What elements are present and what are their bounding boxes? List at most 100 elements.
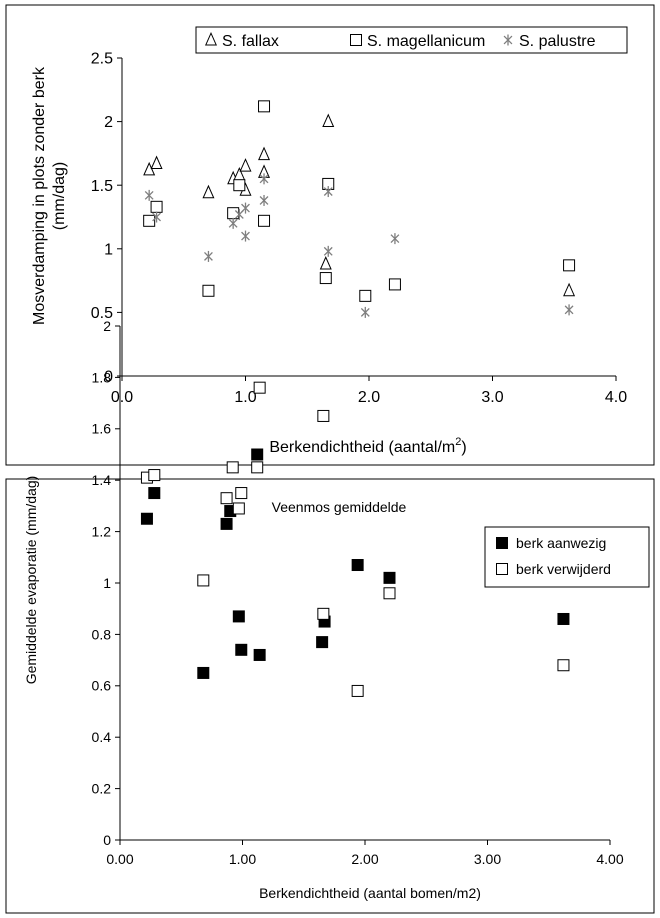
chart1-y-tick-label: 1.5 — [91, 178, 113, 195]
chart1-point-s-fallax — [319, 256, 332, 270]
chart2-y-axis-label: Gemiddelde evaporatie (mm/dag) — [23, 476, 39, 685]
chart2-point-berk-aanwezig — [316, 636, 329, 649]
chart1-point-s-fallax — [563, 282, 576, 297]
chart-average-evaporation: Veenmos gemiddelde 0 0.2 0.4 0.6 0.8 1 1.2 1.4 1… — [5, 318, 655, 914]
chart1-x-axis-label-main: Berkendichtheid (aantal/m — [269, 439, 455, 456]
chart2-y-tick-label: 1.6 — [92, 421, 112, 437]
chart1-ticks: 0 0.5 1 1.5 2 2.5 0.0 1.0 2.0 3.0 4.0 — [91, 51, 627, 406]
chart2-point-berk-aanwezig — [197, 666, 210, 679]
chart2-point-berk-verwijderd — [253, 381, 266, 394]
chart2-point-berk-verwijderd — [317, 409, 330, 422]
chart2-legend-marker-berk-aanwezig — [496, 537, 508, 549]
chart1-point-s-magellanicum — [388, 278, 401, 291]
chart2-x-tick-label: 0.00 — [106, 851, 133, 867]
chart1-legend-marker-s-fallax — [205, 31, 217, 46]
chart1-point-s-palustre — [241, 202, 250, 214]
chart2-x-tick-label: 3.00 — [474, 851, 501, 867]
chart2-x-tick-label: 2.00 — [351, 851, 378, 867]
chart2-y-tick-label: 0.4 — [92, 729, 112, 745]
chart2-point-berk-verwijderd — [197, 574, 210, 587]
chart1-point-s-magellanicum — [258, 214, 271, 227]
chart1-y-tick-label: 2.5 — [91, 51, 113, 68]
chart1-point-s-magellanicum — [258, 100, 271, 113]
chart1-point-s-palustre — [259, 194, 269, 206]
chart2-title: Veenmos gemiddelde — [272, 499, 407, 515]
chart1-point-s-palustre — [144, 189, 154, 201]
chart1-x-tick-label: 1.0 — [234, 389, 256, 406]
chart1-point-s-palustre — [564, 304, 574, 316]
chart2-y-tick-label: 0 — [103, 832, 111, 848]
chart1-point-s-magellanicum — [319, 272, 332, 285]
chart1-legend-box — [195, 26, 628, 54]
chart-moss-evaporation: 0 0.5 1 1.5 2 2.5 0.0 1.0 2.0 3.0 4.0 Mosverdampin… — [5, 4, 655, 466]
chart1-legend-marker-s-magellanicum — [350, 34, 362, 46]
chart1-x-tick-label: 3.0 — [481, 389, 503, 406]
chart2-points — [140, 381, 570, 697]
chart1-point-s-fallax — [239, 158, 252, 172]
chart1-point-s-palustre — [241, 230, 250, 242]
chart1-x-axis-label: Berkendichtheid (aantal/m2) — [269, 436, 466, 456]
chart2-point-berk-aanwezig — [235, 643, 248, 656]
chart1-y-tick-label: 0.5 — [91, 305, 113, 322]
chart2-point-berk-verwijderd — [235, 487, 248, 500]
chart1-point-s-magellanicum — [563, 259, 576, 272]
chart2-point-berk-verwijderd — [148, 469, 161, 482]
chart2-legend: berk aanwezig berk verwijderd — [484, 526, 650, 588]
chart1-points — [143, 100, 576, 318]
chart1-legend-label-s-palustre: S. palustre — [519, 33, 596, 50]
chart1-point-s-palustre — [204, 250, 213, 262]
chart1-y-tick-label: 2 — [104, 114, 113, 131]
chart1-point-s-magellanicum — [202, 284, 215, 297]
chart2-ticks: 00.20.40.60.811.21.41.61.820.00 1.00 2.00 3… — [92, 318, 624, 867]
chart2-point-berk-verwijderd — [220, 492, 233, 505]
chart1-point-s-palustre — [323, 245, 333, 257]
chart2-point-berk-aanwezig — [383, 571, 396, 584]
chart2-y-tick-label: 1 — [103, 575, 111, 591]
chart2-point-berk-aanwezig — [253, 648, 266, 661]
chart1-y-axis-label-line2: (mm/dag) — [51, 162, 68, 230]
chart1-point-s-palustre — [152, 211, 161, 223]
chart2-point-berk-aanwezig — [557, 612, 570, 625]
chart1-x-tick-label: 2.0 — [358, 389, 380, 406]
chart1-point-s-fallax — [150, 155, 163, 170]
chart2-point-berk-aanwezig — [351, 559, 364, 572]
chart2-legend-label-berk-aanwezig: berk aanwezig — [516, 535, 606, 551]
chart2-point-berk-verwijderd — [317, 607, 330, 620]
chart2-point-berk-aanwezig — [232, 610, 245, 623]
chart1-y-tick-label: 0 — [104, 369, 113, 386]
chart2-y-tick-label: 0.2 — [92, 781, 112, 797]
chart1-point-s-palustre — [228, 217, 238, 229]
chart2-y-tick-label: 1.4 — [92, 472, 112, 488]
chart2-point-berk-verwijderd — [251, 461, 264, 474]
chart2-x-tick-label: 4.00 — [596, 851, 623, 867]
chart1-x-axis-label-superscript: 2 — [455, 436, 461, 448]
chart1-frame — [5, 4, 655, 466]
chart1-point-s-palustre — [259, 173, 269, 185]
chart2-point-berk-verwijderd — [557, 659, 570, 672]
chart2-point-berk-verwijderd — [383, 587, 396, 600]
chart1-legend-marker-s-palustre — [503, 34, 513, 46]
chart1-x-axis-label-end: ) — [461, 439, 466, 456]
chart2-point-berk-verwijderd — [226, 461, 239, 474]
chart2-x-axis-label: Berkendichtheid (aantal bomen/m2) — [259, 885, 481, 901]
chart1-point-s-palustre — [323, 186, 333, 198]
chart1-point-s-magellanicum — [150, 200, 163, 213]
chart1-point-s-fallax — [322, 113, 335, 128]
chart2-point-berk-aanwezig — [251, 448, 264, 461]
chart2-point-berk-aanwezig — [220, 517, 233, 530]
chart1-y-axis-label-line1: Mosverdamping in plots zonder berk — [31, 66, 48, 325]
chart2-y-tick-label: 1.8 — [92, 369, 112, 385]
chart1-point-s-fallax — [258, 146, 271, 161]
chart2-y-tick-label: 2 — [103, 318, 111, 334]
chart2-y-tick-label: 0.8 — [92, 626, 112, 642]
chart2-point-berk-aanwezig — [140, 512, 153, 525]
chart1-point-s-palustre — [360, 306, 370, 318]
chart2-point-berk-verwijderd — [232, 502, 245, 515]
chart1-legend-label-s-fallax: S. fallax — [222, 33, 279, 50]
chart2-y-tick-label: 0.6 — [92, 678, 112, 694]
chart1-point-s-palustre — [390, 233, 400, 245]
chart1-point-s-fallax — [202, 184, 215, 199]
chart1-legend-label-s-magellanicum: S. magellanicum — [367, 33, 485, 50]
chart1-legend: S. fallax S. magellanicum S. palustre — [195, 26, 628, 54]
